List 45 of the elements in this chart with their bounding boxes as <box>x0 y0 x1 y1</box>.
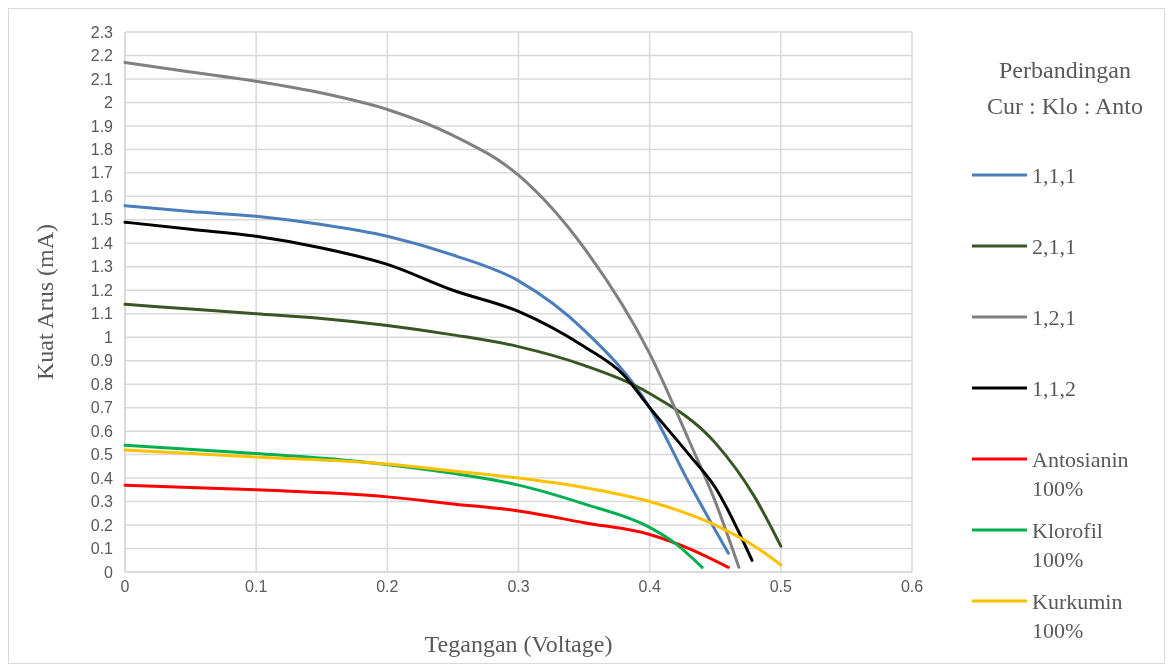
y-axis-title: Kuat Arus (mA) <box>32 224 58 380</box>
line-series <box>123 61 741 569</box>
y-tick-label: 0 <box>104 563 114 581</box>
y-tick-label: 1.1 <box>90 305 114 323</box>
legend-label: 1,1,1 <box>1032 162 1076 188</box>
y-tick-label: 0.7 <box>90 399 114 417</box>
y-tick-label: 0.8 <box>90 375 114 393</box>
y-tick-label: 1.3 <box>90 258 114 276</box>
y-tick-label: 2.2 <box>90 47 114 65</box>
y-tick-label: 1.8 <box>90 140 114 158</box>
y-tick-label: 1 <box>104 328 114 346</box>
legend-title: Perbandingan Cur : Klo : Anto <box>986 57 1144 119</box>
y-tick-label: 2.3 <box>90 23 114 41</box>
y-tick-label: 1.2 <box>90 281 114 299</box>
legend-label: 2,1,1 <box>1032 233 1076 259</box>
x-tick-label: 0.5 <box>769 578 793 595</box>
x-tick-label: 0.6 <box>900 578 924 595</box>
y-tick-label: 0.1 <box>90 540 114 558</box>
line-series <box>123 448 783 567</box>
legend-label: Klorofil 100% <box>1032 517 1103 573</box>
legend-label: 1,2,1 <box>1032 304 1076 330</box>
y-tick-label: 1.7 <box>90 164 114 182</box>
y-tick-label: 1.4 <box>90 234 114 252</box>
y-tick-label: 1.5 <box>90 211 114 229</box>
y-tick-label: 2 <box>104 94 114 112</box>
x-tick-label: 0 <box>120 578 130 595</box>
line-series <box>123 302 783 548</box>
y-tick-label: 0.6 <box>90 422 114 440</box>
line-series <box>123 483 730 569</box>
legend-label: Antosianin 100% <box>1032 446 1129 502</box>
y-tick-label: 0.4 <box>90 469 114 487</box>
y-tick-label: 0.3 <box>90 493 114 511</box>
y-tick-label: 0.5 <box>90 446 114 464</box>
x-tick-label: 0.3 <box>507 578 530 595</box>
y-tick-label: 0.2 <box>90 516 114 534</box>
legend-label: 1,1,2 <box>1032 375 1076 401</box>
legend-label: Kurkumin 100% <box>1032 588 1123 644</box>
y-tick-label: 1.9 <box>90 117 114 135</box>
x-axis-title: Tegangan (Voltage) <box>424 631 613 657</box>
y-tick-label: 0.9 <box>90 352 114 370</box>
y-tick-label: 1.6 <box>90 187 114 205</box>
x-tick-label: 0.1 <box>245 578 268 595</box>
x-tick-label: 0.4 <box>638 578 661 595</box>
y-tick-label: 2.1 <box>90 70 114 88</box>
x-tick-label: 0.2 <box>376 578 399 595</box>
